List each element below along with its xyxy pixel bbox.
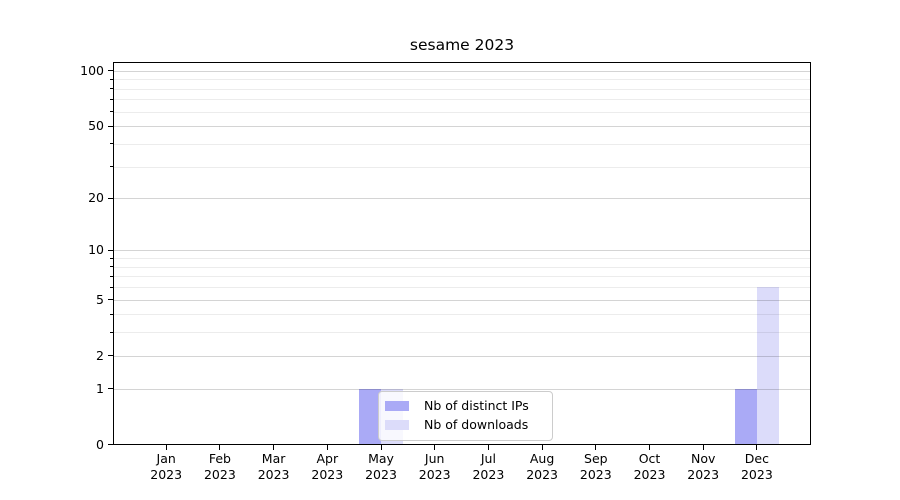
gridline-minor	[114, 314, 810, 316]
x-axis-tick-label: Nov 2023	[687, 451, 720, 482]
y-axis-minor-tick	[110, 143, 113, 145]
legend-label-downloads: Nb of downloads	[424, 417, 529, 432]
x-axis-tick-label: Jul 2023	[472, 451, 505, 482]
x-axis-tick-label: May 2023	[365, 451, 397, 482]
legend-item-distinct-ips: Nb of distinct IPs	[385, 396, 552, 415]
gridline-minor	[114, 111, 810, 113]
y-axis-tick-label: 50	[88, 118, 104, 134]
y-axis-tick	[108, 444, 113, 446]
x-axis-tick	[541, 445, 543, 450]
y-axis-tick-label: 10	[88, 242, 104, 258]
y-axis-minor-tick	[110, 313, 113, 315]
bar-downloads	[756, 287, 779, 444]
y-axis-tick-label: 0	[96, 436, 104, 452]
y-axis-minor-tick	[110, 166, 113, 168]
gridline-minor	[114, 266, 810, 268]
y-axis-tick	[108, 70, 113, 72]
gridline-major	[114, 250, 810, 252]
gridline-minor	[114, 88, 810, 90]
y-axis-minor-tick	[110, 111, 113, 113]
x-axis-tick-label: Aug 2023	[526, 451, 558, 482]
legend-swatch-distinct-ips	[385, 400, 409, 411]
x-axis-tick	[326, 445, 328, 450]
x-axis-tick-label: Apr 2023	[311, 451, 344, 482]
x-axis-tick	[219, 445, 221, 450]
legend-label-distinct-ips: Nb of distinct IPs	[424, 398, 529, 413]
x-axis-tick	[756, 445, 758, 450]
bar-distinct-ips	[734, 388, 757, 444]
y-axis-tick	[108, 355, 113, 357]
x-axis-tick	[487, 445, 489, 450]
x-axis-tick-label: Jan 2023	[150, 451, 183, 482]
y-axis-tick-label: 20	[88, 190, 104, 206]
gridline-minor	[114, 143, 810, 145]
gridline-minor	[114, 166, 810, 168]
y-axis-tick	[108, 125, 113, 127]
y-axis-minor-tick	[110, 266, 113, 268]
chart-title: sesame 2023	[409, 36, 515, 54]
y-axis-tick-label: 1	[96, 380, 104, 396]
gridline-minor	[114, 79, 810, 81]
y-axis-tick-label: 100	[80, 62, 104, 78]
gridline-minor	[114, 287, 810, 289]
y-axis-tick	[108, 249, 113, 251]
y-axis-tick	[108, 299, 113, 301]
x-axis-tick	[273, 445, 275, 450]
gridline-major	[114, 70, 810, 72]
y-axis-minor-tick	[110, 286, 113, 288]
x-axis-tick	[434, 445, 436, 450]
y-axis-minor-tick	[110, 78, 113, 80]
x-axis-tick-label: Feb 2023	[203, 451, 236, 482]
y-axis-minor-tick	[110, 98, 113, 100]
x-axis-tick	[702, 445, 704, 450]
plot-area-frame	[113, 62, 811, 445]
x-axis-tick	[380, 445, 382, 450]
y-axis-tick-label: 5	[96, 291, 104, 307]
gridline-minor	[114, 258, 810, 260]
legend-item-downloads: Nb of downloads	[385, 415, 552, 434]
y-axis-tick-label: 2	[96, 347, 104, 363]
gridline-minor	[114, 276, 810, 278]
bar-distinct-ips	[359, 388, 381, 444]
y-axis-minor-tick	[110, 275, 113, 277]
y-axis-tick	[108, 388, 113, 390]
gridline-major	[114, 388, 810, 390]
gridline-major	[114, 198, 810, 200]
legend: Nb of distinct IPs Nb of downloads	[378, 391, 553, 441]
x-axis-tick	[649, 445, 650, 450]
gridline-minor	[114, 99, 810, 101]
gridline-major	[114, 126, 810, 128]
gridline-major	[114, 299, 810, 301]
x-axis-tick	[595, 445, 597, 450]
y-axis-minor-tick	[110, 257, 113, 259]
x-axis-tick-label: Mar 2023	[257, 451, 290, 482]
y-axis-tick	[108, 197, 113, 199]
x-axis-tick-label: Jun 2023	[418, 451, 451, 482]
x-axis-tick-label: Sep 2023	[579, 451, 612, 482]
y-axis-minor-tick	[110, 331, 113, 333]
y-axis-minor-tick	[110, 88, 113, 90]
legend-swatch-downloads	[385, 419, 409, 430]
x-axis-tick	[165, 445, 167, 450]
x-axis-tick-label: Oct 2023	[633, 451, 666, 482]
x-axis-tick-label: Dec 2023	[740, 451, 773, 482]
gridline-major	[114, 355, 810, 357]
gridline-minor	[114, 332, 810, 334]
